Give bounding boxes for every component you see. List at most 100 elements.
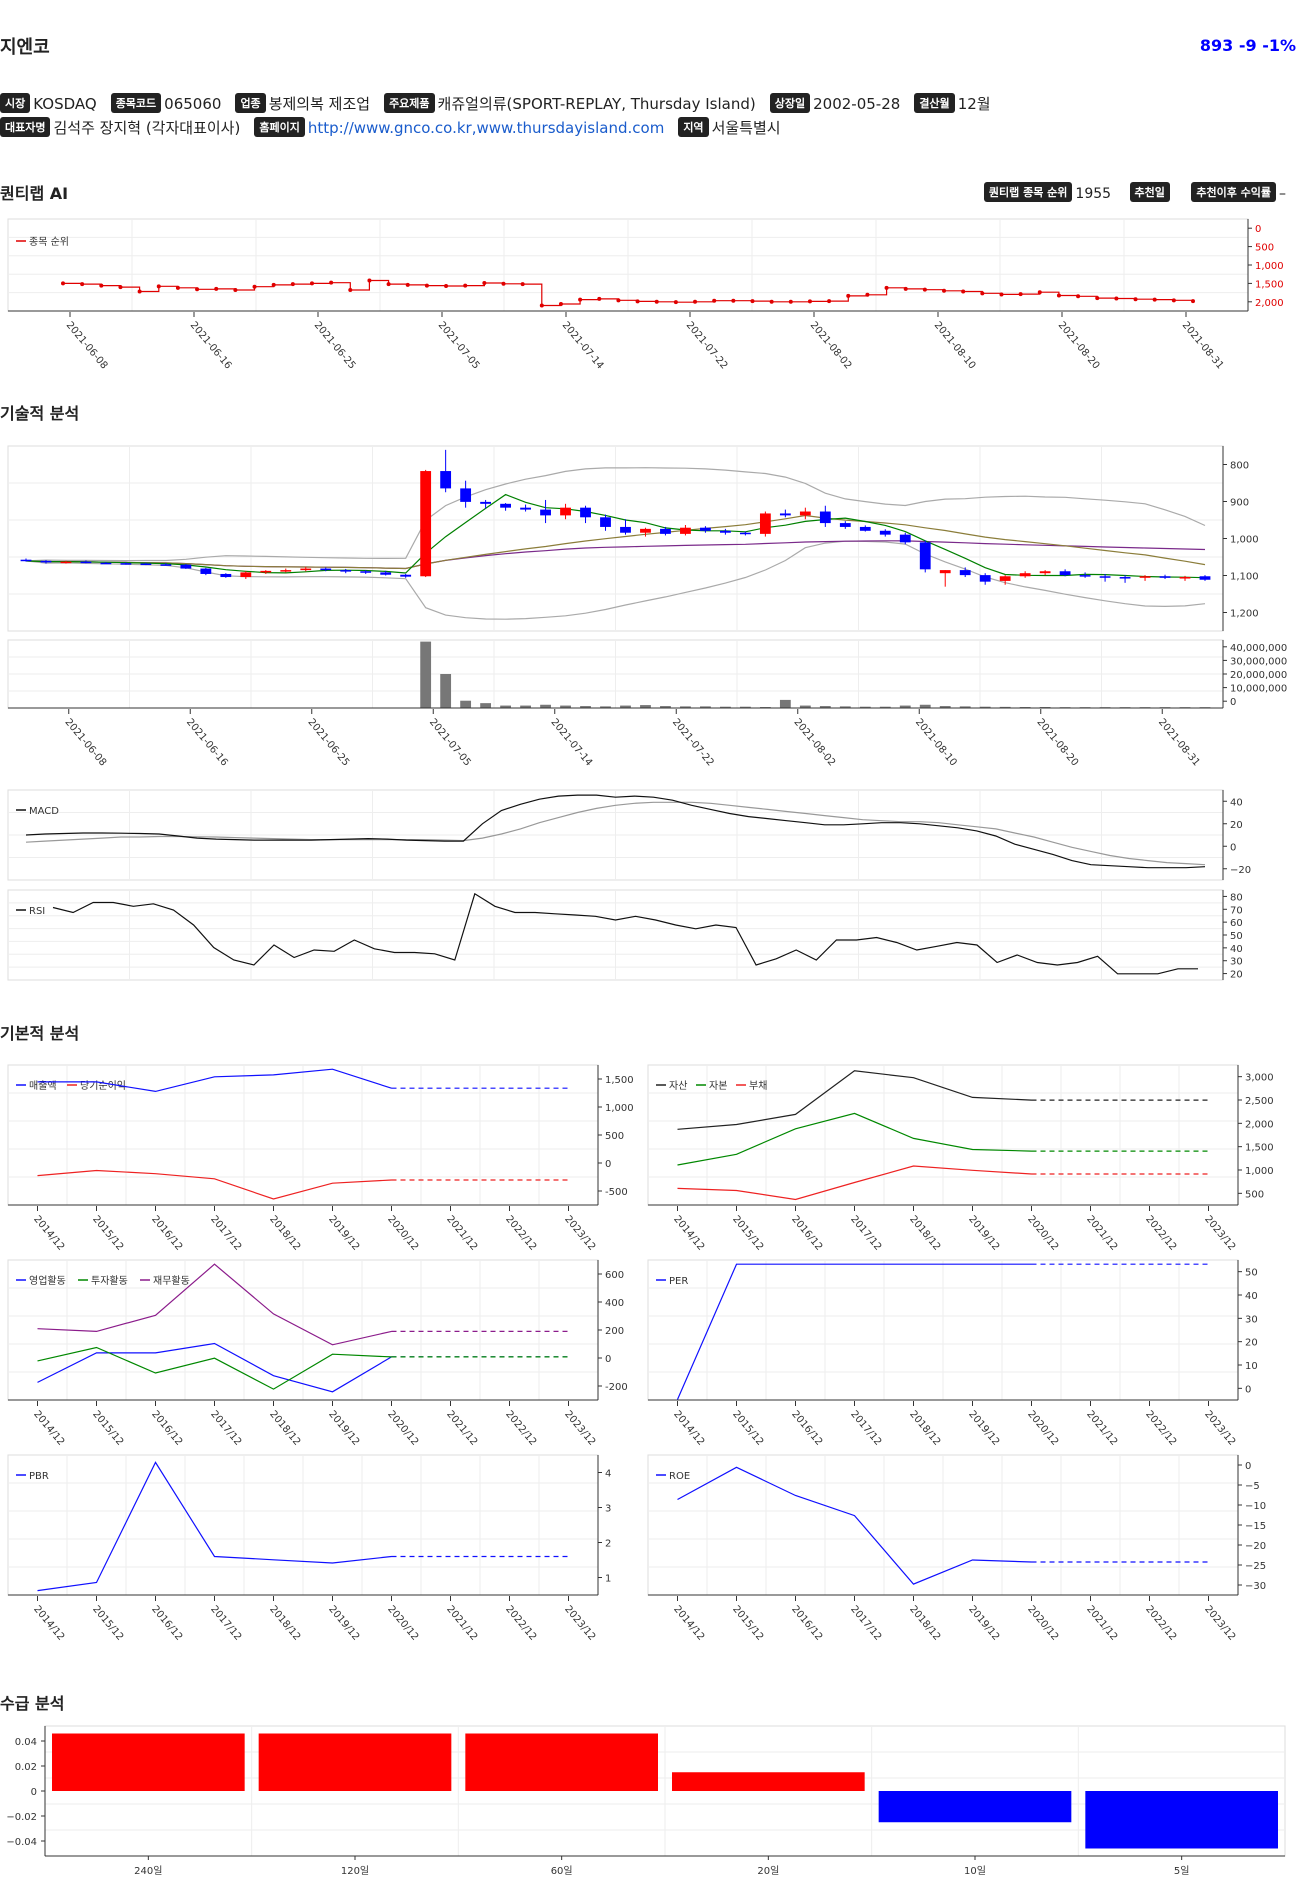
volume-bar (600, 706, 611, 708)
candle-y-tick-label: 1,100 (1230, 572, 1259, 583)
rank-point (827, 299, 832, 304)
fund0-y-tick-label: 1,000 (605, 1103, 634, 1114)
fund4-legend-label: PBR (29, 1471, 49, 1482)
fund0-x-tick-label: 2023/12 (562, 1214, 597, 1253)
rank-point (1191, 299, 1195, 304)
candle-body (939, 570, 951, 574)
fund5-x-tick-label: 2015/12 (730, 1604, 765, 1643)
volume-bar (859, 706, 871, 708)
rank-point (1133, 297, 1138, 302)
rank-point (539, 303, 544, 308)
info-value: 김석주 장지혁 (각자대표이사) (53, 119, 241, 137)
fund0-x-tick-label: 2020/12 (385, 1214, 420, 1253)
volume-y-tick-label: 30,000,000 (1230, 656, 1287, 667)
company-name: 지엔코 (0, 37, 50, 58)
fund3-series-line (676, 1263, 1032, 1400)
candle-body (340, 570, 352, 572)
fund1-legend-label: 자본 (709, 1080, 727, 1092)
info-row-2: 대표자명 김석주 장지혁 (각자대표이사) 홈페이지 http://www.gnco.… (0, 117, 795, 138)
candle-body (640, 528, 651, 533)
rank-point (367, 278, 372, 283)
candle-body (819, 511, 831, 524)
fund4-y-tick-label: 4 (605, 1469, 611, 1480)
fund2-y-tick-label: 200 (605, 1326, 624, 1337)
volume-x-tick-label: 2021-08-31 (1156, 717, 1202, 769)
fund5-y-tick-label: −15 (1245, 1521, 1266, 1532)
macd-y-tick-label: 0 (1230, 842, 1236, 853)
volume-bar (500, 705, 511, 708)
rsi-line (52, 892, 1198, 975)
fund3-x-tick-label: 2018/12 (907, 1409, 942, 1448)
fund5-x-tick-label: 2023/12 (1202, 1604, 1237, 1643)
candle-body (899, 534, 911, 543)
fund1-x-tick-label: 2021/12 (1084, 1214, 1119, 1253)
volume-x-tick-label: 2021-08-02 (791, 717, 837, 769)
rank-point (175, 285, 180, 290)
fund5-y-tick-label: −20 (1245, 1541, 1266, 1552)
rank-point (654, 299, 659, 304)
volume-x-tick-label: 2021-06-16 (184, 717, 230, 769)
rank-x-tick-label: 2021-06-16 (188, 320, 234, 372)
fund0-series-line (37, 1068, 392, 1093)
info-label: 홈페이지 (254, 117, 305, 137)
candle-body (400, 574, 412, 577)
fund5-y-tick-label: −5 (1245, 1481, 1260, 1492)
candle-body (80, 561, 92, 564)
fund0-series-line (37, 1169, 392, 1200)
fund0-x-tick-label: 2017/12 (208, 1214, 243, 1253)
candle-body (120, 563, 132, 565)
fund5-x-tick-label: 2020/12 (1025, 1604, 1060, 1643)
homepage-link[interactable]: http://www.gnco.co.kr,www.thursdayisland… (307, 119, 665, 137)
volume-y-tick-label: 40,000,000 (1230, 643, 1287, 654)
candle-body (1179, 577, 1191, 579)
rank-point (99, 283, 104, 288)
rank-point (290, 282, 295, 287)
fund5-y-tick-label: −30 (1245, 1581, 1266, 1592)
rank-point (463, 283, 468, 288)
rank-point (635, 299, 640, 304)
rank-point (80, 282, 85, 287)
candle-body (20, 559, 32, 562)
section-title-fund: 기본적 분석 (0, 1024, 80, 1043)
info-label: 상장일 (769, 93, 811, 113)
fund3-x-tick-label: 2020/12 (1025, 1409, 1060, 1448)
volume-bar (520, 705, 531, 708)
fund4-series-line (37, 1461, 392, 1592)
rank-x-tick-label: 2021-08-31 (1180, 320, 1226, 372)
flow-x-tick-label: 120일 (341, 1865, 369, 1877)
volume-bar (580, 706, 591, 708)
candle-body (580, 507, 591, 518)
ma-mid-line (25, 514, 1206, 570)
volume-bar (839, 706, 851, 708)
rank-point (424, 283, 429, 288)
rank-x-tick-label: 2021-08-02 (808, 320, 854, 372)
fund2-legend-label: 투자활동 (91, 1274, 128, 1287)
info-value: 서울특별시 (711, 119, 781, 137)
candle-body (1039, 571, 1051, 574)
return-badge: 추천이후 수익률 (1191, 182, 1276, 202)
fund2-x-tick-label: 2019/12 (326, 1409, 361, 1448)
rank-point (750, 299, 755, 304)
fund2-x-tick-label: 2020/12 (385, 1409, 420, 1448)
flow-y-tick-label: −0.02 (6, 1812, 37, 1823)
info-row-1: 시장 KOSDAQ 종목코드 065060 업종 봉제의복 제조업 주요제품 캐쥬얼의류(SP… (0, 93, 1005, 114)
volume-bar (560, 705, 571, 708)
macd-line (25, 794, 1206, 869)
candle-body (220, 573, 232, 578)
rsi-legend-label: RSI (29, 906, 45, 917)
fund4-x-tick-label: 2014/12 (31, 1604, 66, 1643)
rsi-y-tick-label: 30 (1230, 957, 1243, 968)
candle-body (739, 532, 751, 535)
fund0-x-tick-label: 2014/12 (31, 1214, 66, 1253)
flow-bar (672, 1772, 865, 1791)
volume-bar (660, 706, 671, 708)
rank-x-tick-label: 2021-06-08 (64, 320, 110, 372)
volume-bar (720, 706, 731, 708)
candle-body (759, 513, 771, 534)
fund1-y-tick-label: 2,000 (1245, 1119, 1274, 1130)
rank-point (961, 289, 966, 294)
candle-body (320, 568, 332, 571)
fund4-x-tick-label: 2016/12 (149, 1604, 184, 1643)
rank-point (846, 293, 851, 298)
rank-point (597, 296, 602, 301)
